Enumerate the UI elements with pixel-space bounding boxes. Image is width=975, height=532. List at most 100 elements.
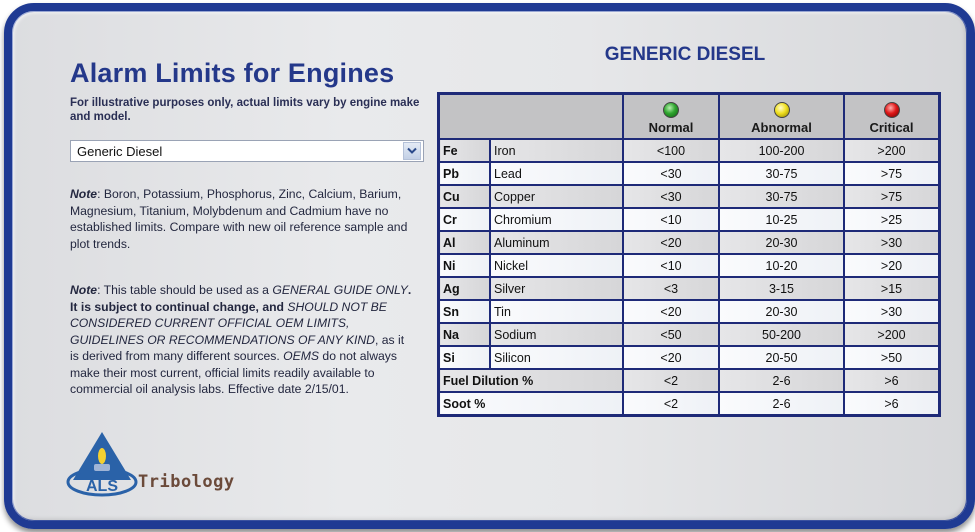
header-critical-label: Critical	[869, 120, 914, 135]
element-symbol: Ni	[437, 253, 491, 278]
critical-limit: >20	[843, 253, 941, 278]
header-blank-cell	[437, 92, 624, 140]
abnormal-limit: 10-25	[718, 207, 845, 232]
page-subtitle: For illustrative purposes only, actual l…	[70, 97, 420, 123]
header-critical: Critical	[843, 92, 941, 140]
critical-limit: >75	[843, 184, 941, 209]
abnormal-limit: 10-20	[718, 253, 845, 278]
normal-limit: <3	[622, 276, 720, 301]
table-row: Pb Lead <30 30-75 >75	[437, 161, 941, 186]
note-emphasis: GENERAL GUIDE ONLY	[272, 283, 408, 297]
note-text: : Boron, Potassium, Phosphorus, Zinc, Ca…	[70, 187, 408, 251]
element-name: Copper	[489, 184, 624, 209]
abnormal-limit: 50-200	[718, 322, 845, 347]
measure-label: Fuel Dilution %	[437, 368, 624, 393]
yellow-status-light-icon	[773, 102, 790, 118]
table-row: Sn Tin <20 20-30 >30	[437, 299, 941, 324]
element-name: Sodium	[489, 322, 624, 347]
table-row: Ag Silver <3 3-15 >15	[437, 276, 941, 301]
table-row-soot: Soot % <2 2-6 >6	[437, 391, 941, 417]
note-text: . It is subject to continual change, and	[70, 283, 412, 314]
critical-limit: >25	[843, 207, 941, 232]
normal-limit: <10	[622, 253, 720, 278]
abnormal-limit: 20-30	[718, 230, 845, 255]
normal-limit: <20	[622, 299, 720, 324]
table-row: Cr Chromium <10 10-25 >25	[437, 207, 941, 232]
note-text: : This table should be used as a	[97, 283, 273, 297]
element-symbol: Ag	[437, 276, 491, 301]
element-name: Chromium	[489, 207, 624, 232]
table-row: Ni Nickel <10 10-20 >20	[437, 253, 941, 278]
critical-limit: >200	[843, 138, 941, 163]
table-row: Al Aluminum <20 20-30 >30	[437, 230, 941, 255]
note-disclaimer: Note: This table should be used as a GEN…	[70, 282, 415, 398]
critical-limit: >15	[843, 276, 941, 301]
dropdown-button[interactable]	[403, 142, 421, 160]
normal-limit: <2	[622, 391, 720, 417]
table-row-fuel-dilution: Fuel Dilution % <2 2-6 >6	[437, 368, 941, 393]
abnormal-limit: 3-15	[718, 276, 845, 301]
normal-limit: <10	[622, 207, 720, 232]
header-normal: Normal	[622, 92, 720, 140]
element-name: Silver	[489, 276, 624, 301]
green-status-light-icon	[663, 102, 679, 118]
element-name: Nickel	[489, 253, 624, 278]
logo-text: Tribology	[138, 472, 235, 492]
critical-limit: >6	[843, 391, 941, 417]
page-title: Alarm Limits for Engines	[70, 58, 395, 88]
table-row: Si Silicon <20 20-50 >50	[437, 345, 941, 370]
element-name: Tin	[489, 299, 624, 324]
normal-limit: <50	[622, 322, 720, 347]
note-label: Note	[70, 283, 98, 297]
alarm-limits-table: Normal Abnormal Critical Fe Iron <100 10…	[437, 92, 941, 417]
table-header-row: Normal Abnormal Critical	[437, 92, 941, 140]
engine-type-selected-value: Generic Diesel	[77, 143, 163, 159]
element-symbol: Cu	[437, 184, 491, 209]
als-mark: ALS	[86, 478, 118, 495]
abnormal-limit: 30-75	[718, 161, 845, 186]
critical-limit: >200	[843, 322, 941, 347]
element-symbol: Fe	[437, 138, 491, 163]
critical-limit: >30	[843, 230, 941, 255]
element-name: Iron	[489, 138, 624, 163]
element-name: Lead	[489, 161, 624, 186]
note-emphasis: OEMS	[283, 349, 320, 363]
element-symbol: Cr	[437, 207, 491, 232]
element-symbol: Si	[437, 345, 491, 370]
critical-limit: >30	[843, 299, 941, 324]
normal-limit: <30	[622, 184, 720, 209]
abnormal-limit: 2-6	[718, 368, 845, 393]
note-text: do not always make their most current, o…	[70, 349, 397, 396]
als-triangle-flame-icon: ALS	[66, 432, 138, 497]
abnormal-limit: 20-30	[718, 299, 845, 324]
table-row: Fe Iron <100 100-200 >200	[437, 138, 941, 163]
table-row: Na Sodium <50 50-200 >200	[437, 322, 941, 347]
critical-limit: >50	[843, 345, 941, 370]
element-symbol: Na	[437, 322, 491, 347]
element-symbol: Sn	[437, 299, 491, 324]
normal-limit: <20	[622, 345, 720, 370]
element-symbol: Al	[437, 230, 491, 255]
critical-limit: >6	[843, 368, 941, 393]
table-row: Cu Copper <30 30-75 >75	[437, 184, 941, 209]
table-title: GENERIC DIESEL	[604, 44, 766, 65]
header-normal-label: Normal	[648, 120, 694, 135]
note-label: Note	[70, 187, 98, 201]
header-abnormal: Abnormal	[718, 92, 845, 140]
red-status-light-icon	[883, 102, 900, 118]
note-text: , as it is derived from many different s…	[70, 332, 405, 364]
engine-type-select[interactable]: Generic Diesel	[70, 140, 424, 162]
normal-limit: <20	[622, 230, 720, 255]
als-tribology-logo: ALS Tribology	[65, 430, 265, 500]
element-name: Aluminum	[489, 230, 624, 255]
normal-limit: <2	[622, 368, 720, 393]
abnormal-limit: 100-200	[718, 138, 845, 163]
normal-limit: <30	[622, 161, 720, 186]
note-emphasis: SHOULD NOT BE CONSIDERED CURRENT OFFICIA…	[70, 299, 387, 347]
chevron-down-icon	[407, 147, 417, 154]
element-name: Silicon	[489, 345, 624, 370]
element-symbol: Pb	[437, 161, 491, 186]
critical-limit: >75	[843, 161, 941, 186]
normal-limit: <100	[622, 138, 720, 163]
abnormal-limit: 20-50	[718, 345, 845, 370]
